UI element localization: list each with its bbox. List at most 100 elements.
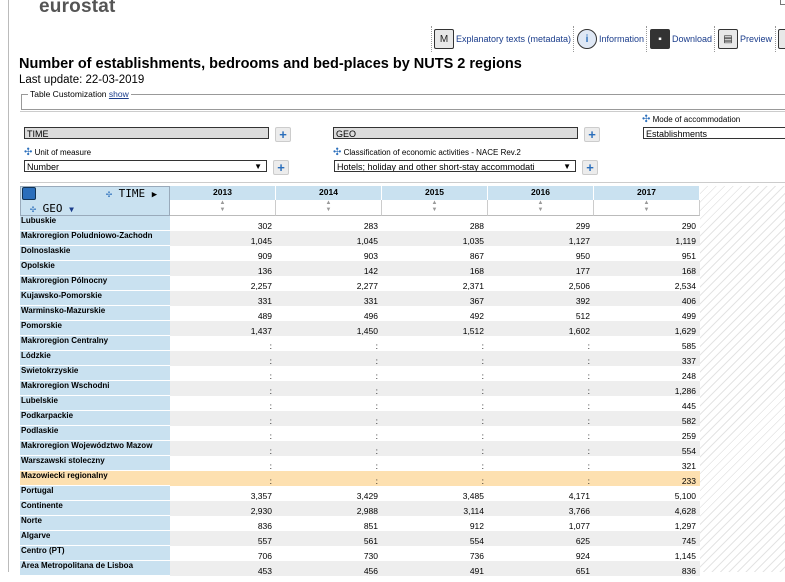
swap-axes-icon[interactable] [22, 187, 36, 200]
table-cell: 3,766 [568, 506, 590, 516]
customization-show-link[interactable]: show [108, 89, 129, 99]
accommodation-caption: ✣ Mode of accommodation [642, 114, 740, 125]
table-row: Warszawski stoleczny:::: 321 [20, 456, 700, 471]
toolbar-separator [775, 26, 776, 52]
nace-select[interactable]: Hotels; holiday and other short-stay acc… [334, 160, 576, 172]
table-cell: 912 [469, 521, 484, 531]
year-header[interactable]: 2013 [170, 186, 276, 200]
row-label[interactable]: Mazowiecki regionalny [20, 471, 170, 486]
table-cell: 1,077 [568, 521, 590, 531]
table-cell: : [481, 461, 484, 471]
row-label[interactable]: Norte [20, 516, 170, 531]
table-cell: : [269, 341, 272, 351]
row-label[interactable]: Makroregion Centralny [20, 336, 170, 351]
table-row: Makroregion Województwo Mazow:::: 554 [20, 441, 700, 456]
unit-label: Unit of measure [34, 148, 92, 157]
row-label[interactable]: Opolskie [20, 261, 170, 276]
information-button[interactable]: i Information [577, 28, 644, 50]
unit-select[interactable]: Number ▼ [24, 160, 267, 172]
table-cell: : [481, 401, 484, 411]
row-label[interactable]: Podkarpackie [20, 411, 170, 426]
sort-arrows-icon[interactable]: ▲ ▼ [488, 200, 594, 216]
table-cell: 4,628 [674, 506, 696, 516]
row-label[interactable]: Pomorskie [20, 321, 170, 336]
row-label[interactable]: Lubuskie [20, 216, 170, 231]
row-label[interactable]: Kujawsko-Pomorskie [20, 291, 170, 306]
preview-button[interactable]: ▤ Preview [718, 28, 772, 50]
year-header[interactable]: 2014 [276, 186, 382, 200]
unit-add-button[interactable]: + [273, 160, 289, 175]
row-label[interactable]: Makroregion Wschodni [20, 381, 170, 396]
table-cell: 554 [681, 446, 696, 456]
table-cell: : [587, 401, 590, 411]
row-label[interactable]: Área Metropolitana de Lisboa [20, 561, 170, 576]
table-cell: 290 [681, 221, 696, 231]
year-header[interactable]: 2015 [382, 186, 488, 200]
toolbar-separator [431, 26, 432, 52]
row-label[interactable]: Algarve [20, 531, 170, 546]
sort-arrows-icon[interactable]: ▲ ▼ [276, 200, 382, 216]
table-cell: 2,534 [674, 281, 696, 291]
geo-dimension-field[interactable]: GEO [333, 127, 578, 139]
sort-arrows-icon[interactable]: ▲ ▼ [170, 200, 276, 216]
time-dimension-field[interactable]: TIME [24, 127, 269, 139]
table-cell: : [587, 371, 590, 381]
table-cell: : [269, 371, 272, 381]
table-cell: 491 [469, 566, 484, 576]
year-header[interactable]: 2016 [488, 186, 594, 200]
table-row: Algarve 557 561 554 625 745 [20, 531, 700, 546]
geo-add-button[interactable]: + [584, 127, 600, 142]
row-label[interactable]: Lubelskie [20, 396, 170, 411]
geo-axis-header[interactable]: ✣ GEO ▼ [30, 202, 74, 215]
save-icon: ▪ [650, 29, 670, 49]
time-add-button[interactable]: + [275, 127, 291, 142]
table-cell: : [375, 401, 378, 411]
table-row: Lódzkie:::: 337 [20, 351, 700, 366]
row-label[interactable]: Warminsko-Mazurskie [20, 306, 170, 321]
row-label[interactable]: Portugal [20, 486, 170, 501]
table-cell: : [269, 401, 272, 411]
sort-arrows-icon[interactable]: ▲ ▼ [382, 200, 488, 216]
download-button[interactable]: ▪ Download [650, 28, 712, 50]
time-axis-header[interactable]: ✣ TIME ▶ [106, 187, 157, 200]
year-header[interactable]: 2017 [594, 186, 700, 200]
table-cell: 288 [469, 221, 484, 231]
time-header-label: TIME [118, 187, 146, 200]
table-cell: 1,602 [568, 326, 590, 336]
table-cell: 1,045 [250, 236, 272, 246]
move-icon: ✣ [642, 114, 651, 125]
row-label[interactable]: Makroregion Pólnocny [20, 276, 170, 291]
table-cell: : [375, 386, 378, 396]
toolbar-separator [714, 26, 715, 52]
row-label[interactable]: Dolnoslaskie [20, 246, 170, 261]
table-cell: 492 [469, 311, 484, 321]
accommodation-select[interactable]: Establishments [643, 127, 785, 139]
metadata-button[interactable]: M Explanatory texts (metadata) [434, 28, 571, 50]
row-label[interactable]: Makroregion Województwo Mazow [20, 441, 170, 456]
table-cell: 177 [575, 266, 590, 276]
row-label[interactable]: Swietokrzyskie [20, 366, 170, 381]
row-label[interactable]: Warszawski stoleczny [20, 456, 170, 471]
dimension-panel [20, 111, 785, 183]
window-icon [778, 29, 785, 49]
row-label[interactable]: Centro (PT) [20, 546, 170, 561]
row-label[interactable]: Lódzkie [20, 351, 170, 366]
table-cell: 924 [575, 551, 590, 561]
table-cell: 367 [469, 296, 484, 306]
table-customization-legend: Table Customization show [28, 89, 131, 99]
extra-toolbar-button[interactable] [778, 28, 785, 50]
row-label[interactable]: Podlaskie [20, 426, 170, 441]
sort-arrows-icon[interactable]: ▲ ▼ [594, 200, 700, 216]
table-row: Warminsko-Mazurskie 489 496 492 512 499 [20, 306, 700, 321]
table-cell: 730 [363, 551, 378, 561]
table-cell: : [375, 341, 378, 351]
table-cell: : [481, 356, 484, 366]
row-label[interactable]: Continente [20, 501, 170, 516]
table-cell: : [481, 431, 484, 441]
print-icon: ▤ [718, 29, 738, 49]
table-cell: 3,485 [462, 491, 484, 501]
nace-add-button[interactable]: + [582, 160, 598, 175]
table-cell: : [587, 476, 590, 486]
row-label[interactable]: Makroregion Poludniowo-Zachodn [20, 231, 170, 246]
table-cell: 489 [257, 311, 272, 321]
